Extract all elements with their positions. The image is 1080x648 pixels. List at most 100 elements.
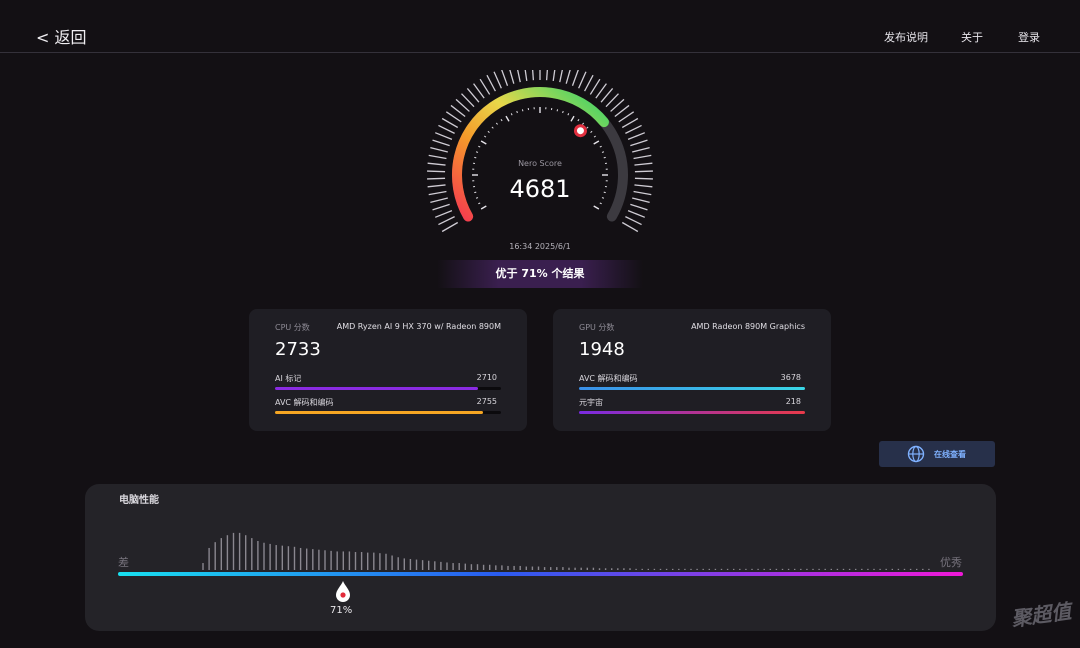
performance-panel: 电脑性能 差 优秀 71% xyxy=(85,484,996,631)
view-online-button[interactable]: 在线查看 xyxy=(879,441,995,467)
cpu-model: AMD Ryzen AI 9 HX 370 w/ Radeon 890M xyxy=(336,322,501,331)
bar-label: AI 标记 xyxy=(275,374,302,383)
gauge-inner-tick xyxy=(505,115,510,122)
gauge-inner-tick xyxy=(562,110,564,114)
gauge-tick xyxy=(632,147,650,153)
bar-fill xyxy=(275,387,479,390)
score-timestamp: 16:34 2025/6/1 xyxy=(509,242,571,251)
bar-fill xyxy=(275,411,483,414)
gauge-tick xyxy=(584,74,594,92)
gpu-score: 1948 xyxy=(579,339,625,360)
gauge-tick xyxy=(509,70,515,84)
gauge-tick xyxy=(427,184,446,188)
bar-value: 2710 xyxy=(476,373,497,382)
gauge-tick xyxy=(552,70,556,82)
gauge-tick xyxy=(618,111,635,123)
bar-track xyxy=(579,411,805,414)
back-button[interactable]: < 返回 xyxy=(36,28,87,47)
gauge-tick xyxy=(486,74,496,92)
gauge-tick xyxy=(427,162,446,166)
bar-label: 元宇宙 xyxy=(579,398,603,407)
bar-track xyxy=(275,411,501,414)
about-link[interactable]: 关于 xyxy=(961,31,983,44)
gauge-tick xyxy=(630,203,648,211)
gauge-inner-tick xyxy=(577,119,580,122)
bar-value: 2755 xyxy=(476,397,497,406)
gauge-tick xyxy=(432,139,450,147)
gauge-tick xyxy=(432,203,450,211)
gauge-outer-ticks xyxy=(427,70,653,233)
top-bar: < 返回 发布说明 关于 登录 xyxy=(0,0,1080,53)
gauge-tick xyxy=(614,104,630,118)
gauge-tick xyxy=(589,78,601,95)
gauge-tick xyxy=(501,70,509,86)
gauge-tick xyxy=(605,93,619,108)
globe-icon xyxy=(907,445,925,463)
score-gauge xyxy=(427,70,653,233)
gauge-tick xyxy=(545,70,548,81)
gauge-tick xyxy=(633,190,652,196)
gauge-inner-tick xyxy=(593,135,596,138)
gauge-tick xyxy=(634,162,653,166)
gauge-inner-tick xyxy=(484,135,487,138)
gauge-tick xyxy=(434,132,453,141)
gauge-tick xyxy=(634,170,653,173)
gauge-inner-tick xyxy=(586,126,589,129)
bar-fill xyxy=(579,387,805,390)
gauge-inner-tick xyxy=(510,113,513,116)
gpu-score-card: GPU 分数 AMD Radeon 890M Graphics 1948 AVC… xyxy=(553,309,831,431)
gauge-tick xyxy=(600,88,614,103)
bar-label: AVC 解码和编码 xyxy=(579,374,638,383)
bar-track xyxy=(579,387,805,390)
gauge-tick xyxy=(634,177,653,180)
gauge-tick xyxy=(445,111,462,123)
gauge-tick xyxy=(517,70,521,83)
bar-value: 3678 xyxy=(780,373,801,382)
bar-fill xyxy=(579,411,805,414)
release-notes-link[interactable]: 发布说明 xyxy=(884,31,928,44)
gauge-inner-tick xyxy=(601,151,605,153)
gauge-tick xyxy=(524,70,528,82)
gauge-tick xyxy=(595,83,607,99)
gauge-inner-tick xyxy=(474,156,477,159)
gauge-tick xyxy=(633,154,652,160)
view-online-label: 在线查看 xyxy=(934,450,966,459)
gauge-tick xyxy=(438,216,455,226)
login-link[interactable]: 登录 xyxy=(1018,31,1040,44)
gauge-progress-arc xyxy=(452,87,609,222)
gauge-tick xyxy=(532,70,535,81)
gauge-tick xyxy=(559,70,563,83)
gauge-inner-tick xyxy=(521,109,524,112)
performance-distribution-chart xyxy=(118,532,963,602)
gauge-tick xyxy=(466,88,480,103)
gauge-tick xyxy=(625,124,642,134)
gauge-inner-tick xyxy=(478,202,481,205)
gauge-tick xyxy=(571,70,579,86)
gauge-inner-tick xyxy=(475,197,479,199)
gauge-tick xyxy=(427,177,446,180)
total-score: 4681 xyxy=(509,175,571,203)
gauge-tick xyxy=(627,209,646,218)
gauge-tick xyxy=(627,132,646,141)
gauge-inner-tick xyxy=(500,119,503,122)
cpu-score-card: CPU 分数 AMD Ryzen AI 9 HX 370 w/ Radeon 8… xyxy=(249,309,527,431)
gauge-inner-tick xyxy=(567,113,570,116)
gauge-tick xyxy=(438,124,455,134)
gauge-tick xyxy=(578,71,587,89)
distribution-bars xyxy=(202,532,930,570)
gauge-tick xyxy=(630,139,648,147)
gauge-tick xyxy=(434,209,453,218)
cpu-score: 2733 xyxy=(275,339,321,360)
bar-value: 218 xyxy=(785,397,801,406)
gauge-inner-tick xyxy=(516,110,518,114)
gauge-tick xyxy=(428,154,447,160)
gauge-tick xyxy=(461,93,475,108)
gauge-tick xyxy=(610,98,625,112)
bar-label: AVC 解码和编码 xyxy=(275,398,334,407)
gauge-tick xyxy=(473,83,485,99)
gauge-tick xyxy=(621,221,639,233)
gauge-inner-tick xyxy=(478,145,481,148)
gauge-tick xyxy=(625,216,642,226)
gauge-tick xyxy=(430,197,448,203)
gauge-tick xyxy=(430,147,448,153)
